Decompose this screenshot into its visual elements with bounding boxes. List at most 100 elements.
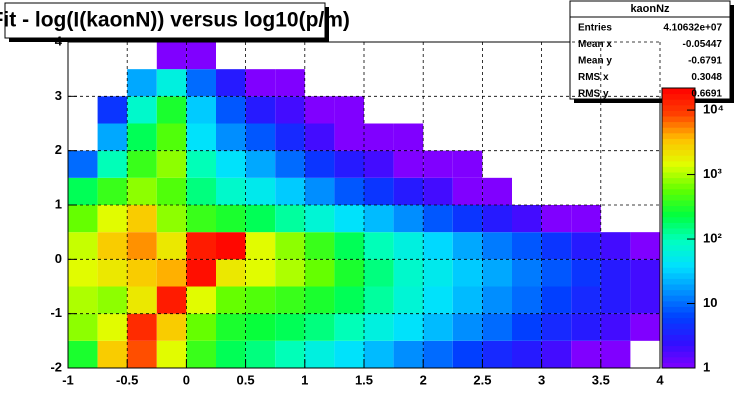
bin	[571, 286, 601, 314]
z-tick-label: 10⁴	[703, 102, 724, 117]
bin	[156, 177, 187, 205]
bin	[127, 340, 157, 368]
bin	[216, 96, 246, 124]
bin	[393, 259, 424, 287]
palette-step	[662, 345, 695, 352]
bin	[127, 69, 157, 97]
bin	[512, 205, 542, 233]
bin	[334, 96, 364, 124]
bin	[423, 340, 453, 368]
stats-label: Entries	[578, 23, 612, 34]
x-tick-label: 4	[656, 372, 664, 387]
bin	[482, 177, 512, 205]
bin	[156, 69, 187, 97]
bin	[541, 286, 572, 314]
bin	[275, 340, 305, 368]
bin	[364, 177, 394, 205]
palette-step	[662, 233, 695, 240]
palette-step	[662, 228, 695, 235]
bin	[452, 232, 483, 260]
bin	[393, 123, 424, 151]
bin	[423, 259, 453, 287]
bin	[482, 259, 512, 287]
x-tick-label: 0	[183, 372, 190, 387]
bin	[482, 340, 512, 368]
bin	[68, 313, 98, 341]
bin	[423, 232, 453, 260]
palette-step	[662, 356, 695, 363]
plot-area	[68, 42, 660, 368]
bin	[304, 177, 335, 205]
x-tick-label: 3.5	[592, 372, 610, 387]
bin	[156, 42, 187, 70]
z-tick-label: 10³	[703, 166, 722, 181]
bin	[68, 232, 98, 260]
x-tick-label: -0.5	[116, 372, 138, 387]
bin	[512, 232, 542, 260]
bin	[216, 340, 246, 368]
bin	[571, 205, 601, 233]
stats-title: kaonNz	[630, 3, 670, 15]
bin	[216, 313, 246, 341]
bin	[334, 259, 364, 287]
bin	[216, 123, 246, 151]
palette-step	[662, 250, 695, 257]
bin	[600, 286, 631, 314]
bin	[304, 123, 335, 151]
bin	[156, 123, 187, 151]
stats-label: RMS y	[578, 89, 609, 100]
bin	[68, 177, 98, 205]
bin	[571, 313, 601, 341]
bin	[97, 177, 128, 205]
bin	[186, 205, 216, 233]
palette-step	[662, 289, 695, 296]
palette-step	[662, 295, 695, 302]
palette-step	[662, 239, 695, 246]
palette-step	[662, 340, 695, 347]
bin	[304, 259, 335, 287]
bin	[275, 205, 305, 233]
bin	[186, 340, 216, 368]
bin	[68, 150, 98, 178]
bin	[156, 340, 187, 368]
bin	[393, 340, 424, 368]
palette-step	[662, 267, 695, 274]
palette-step	[662, 88, 695, 95]
bin	[156, 259, 187, 287]
bin	[334, 123, 364, 151]
bin	[68, 259, 98, 287]
title-box	[4, 2, 326, 39]
chart-title: zFit - log(I(kaonN)) versus log10(p/m)	[0, 9, 350, 32]
palette-step	[662, 222, 695, 229]
palette-frame	[661, 87, 696, 369]
bin	[334, 313, 364, 341]
bin	[97, 123, 128, 151]
x-tick-label: 3	[538, 372, 545, 387]
bin	[275, 177, 305, 205]
bin	[600, 259, 631, 287]
palette-step	[662, 132, 695, 139]
bin	[393, 232, 424, 260]
bin	[512, 340, 542, 368]
x-tick-label: 1	[301, 372, 308, 387]
bin	[482, 286, 512, 314]
stats-value: -0.6791	[688, 56, 722, 67]
bin	[364, 205, 394, 233]
palette-step	[662, 144, 695, 151]
bin	[97, 340, 128, 368]
bin	[127, 205, 157, 233]
bin	[275, 259, 305, 287]
stats-label: Mean y	[578, 56, 612, 67]
bin	[334, 177, 364, 205]
bin	[452, 150, 483, 178]
palette-step	[662, 351, 695, 358]
palette-step	[662, 244, 695, 251]
bin	[334, 340, 364, 368]
bin	[127, 286, 157, 314]
bin	[393, 150, 424, 178]
bin	[245, 96, 276, 124]
palette-step	[662, 205, 695, 212]
bin	[393, 286, 424, 314]
palette-step	[662, 256, 695, 263]
palette-step	[662, 216, 695, 223]
